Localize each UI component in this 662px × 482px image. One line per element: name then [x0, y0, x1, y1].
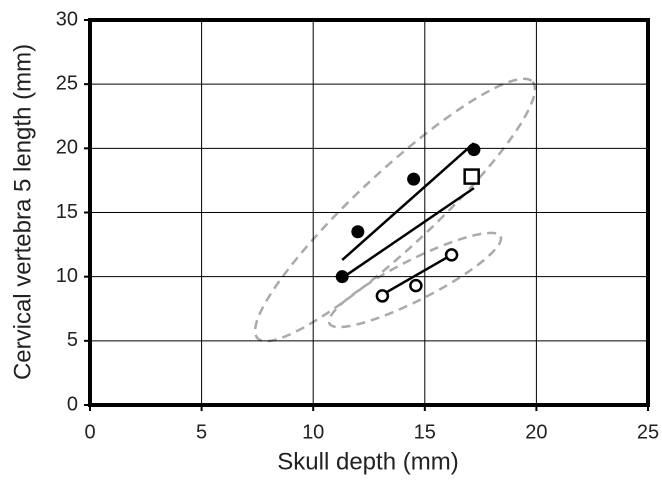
point — [335, 270, 349, 284]
y-tick-label: 30 — [56, 8, 78, 30]
regression-line — [341, 187, 475, 279]
y-axis-title: Cervical vertebra 5 length (mm) — [9, 44, 36, 380]
point — [375, 289, 390, 303]
point — [444, 248, 459, 262]
point — [467, 143, 481, 157]
regression-line — [341, 142, 475, 261]
point — [351, 225, 365, 239]
x-axis-title: Skull depth (mm) — [277, 448, 458, 475]
x-tick-label: 5 — [196, 421, 207, 443]
ellipse — [327, 231, 503, 329]
y-tick-label: 15 — [56, 201, 78, 223]
x-tick-label: 15 — [414, 421, 436, 443]
regression-line — [377, 253, 453, 299]
point — [409, 278, 423, 293]
x-tick-label: 25 — [637, 421, 659, 443]
y-tick-label: 0 — [67, 393, 78, 415]
confidence-ellipses — [253, 77, 537, 343]
x-tick-label: 20 — [525, 421, 547, 443]
ellipse — [253, 77, 537, 343]
point — [463, 168, 480, 185]
plot-frame — [88, 18, 650, 407]
point — [407, 172, 421, 186]
y-tick-label: 20 — [56, 137, 78, 159]
y-tick-label: 10 — [56, 265, 78, 287]
x-tick-label: 10 — [302, 421, 324, 443]
x-tick-label: 0 — [84, 421, 95, 443]
y-tick-label: 25 — [56, 72, 78, 94]
y-tick-label: 5 — [67, 329, 78, 351]
